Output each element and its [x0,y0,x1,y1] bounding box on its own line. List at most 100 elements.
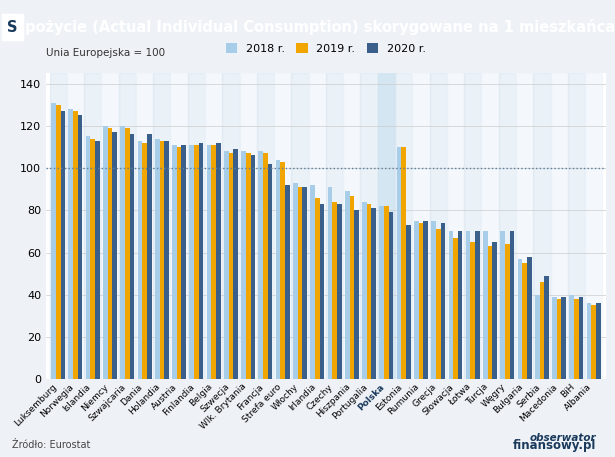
Bar [482,73,499,379]
Bar [138,141,142,379]
Bar [293,183,298,379]
Bar [470,242,475,379]
Bar [199,143,204,379]
Bar [354,210,359,379]
Bar [181,145,186,379]
Bar [155,138,159,379]
Bar [501,232,505,379]
Text: pożycie (Actual Individual Consumption) skorygowane na 1 mieszkańca: pożycie (Actual Individual Consumption) … [25,19,615,36]
Text: finansowy.pl: finansowy.pl [513,440,597,452]
Bar [430,73,447,379]
Bar [328,187,332,379]
Bar [345,191,349,379]
Bar [349,196,354,379]
Bar [423,221,428,379]
Bar [561,297,566,379]
Bar [395,73,412,379]
Bar [539,282,544,379]
Bar [130,134,134,379]
Bar [379,206,384,379]
Bar [67,73,84,379]
Bar [194,145,199,379]
Bar [73,111,78,379]
Bar [78,115,82,379]
Bar [337,204,341,379]
Bar [579,297,584,379]
Bar [85,137,90,379]
Bar [397,147,402,379]
Bar [367,204,371,379]
Text: obserwator: obserwator [530,433,597,443]
Bar [475,232,480,379]
Bar [402,147,406,379]
Bar [587,303,592,379]
Bar [535,295,539,379]
Bar [298,187,303,379]
Bar [550,73,568,379]
Bar [332,202,337,379]
Bar [164,141,169,379]
Bar [142,143,147,379]
Bar [241,151,246,379]
Bar [315,198,320,379]
Bar [596,303,601,379]
Bar [440,223,445,379]
Text: Źródło: Eurostat: Źródło: Eurostat [12,440,90,450]
Bar [326,73,343,379]
Bar [585,73,602,379]
Bar [90,138,95,379]
Bar [466,232,470,379]
Bar [125,128,130,379]
Bar [212,145,216,379]
Bar [343,73,360,379]
Bar [516,73,533,379]
Bar [464,73,482,379]
Bar [250,155,255,379]
Bar [360,73,378,379]
Bar [189,145,194,379]
Legend: 2018 r., 2019 r., 2020 r.: 2018 r., 2019 r., 2020 r. [222,39,430,58]
Bar [320,204,324,379]
Bar [488,246,493,379]
Bar [205,73,222,379]
Text: Unia Europejska = 100: Unia Europejska = 100 [46,48,165,58]
Bar [280,162,285,379]
Bar [568,73,585,379]
Bar [309,73,326,379]
Bar [257,73,274,379]
Bar [121,126,125,379]
Bar [453,238,458,379]
Bar [552,297,557,379]
Bar [136,73,153,379]
Bar [522,263,527,379]
Bar [229,154,233,379]
Bar [147,134,151,379]
Bar [447,73,464,379]
Bar [544,276,549,379]
Bar [207,145,212,379]
Bar [68,109,73,379]
Bar [101,73,119,379]
Bar [103,126,108,379]
Bar [188,73,205,379]
Bar [274,73,292,379]
Bar [406,225,411,379]
Bar [557,299,561,379]
Bar [431,221,436,379]
Bar [51,103,56,379]
Text: S: S [7,20,18,35]
Bar [448,232,453,379]
Bar [258,151,263,379]
Bar [384,206,389,379]
Bar [510,232,514,379]
Bar [172,145,177,379]
Bar [216,143,221,379]
Bar [505,244,510,379]
Bar [527,257,531,379]
Bar [246,154,250,379]
Bar [436,229,440,379]
Bar [378,73,395,379]
Bar [419,223,423,379]
Bar [56,105,60,379]
Bar [414,221,419,379]
